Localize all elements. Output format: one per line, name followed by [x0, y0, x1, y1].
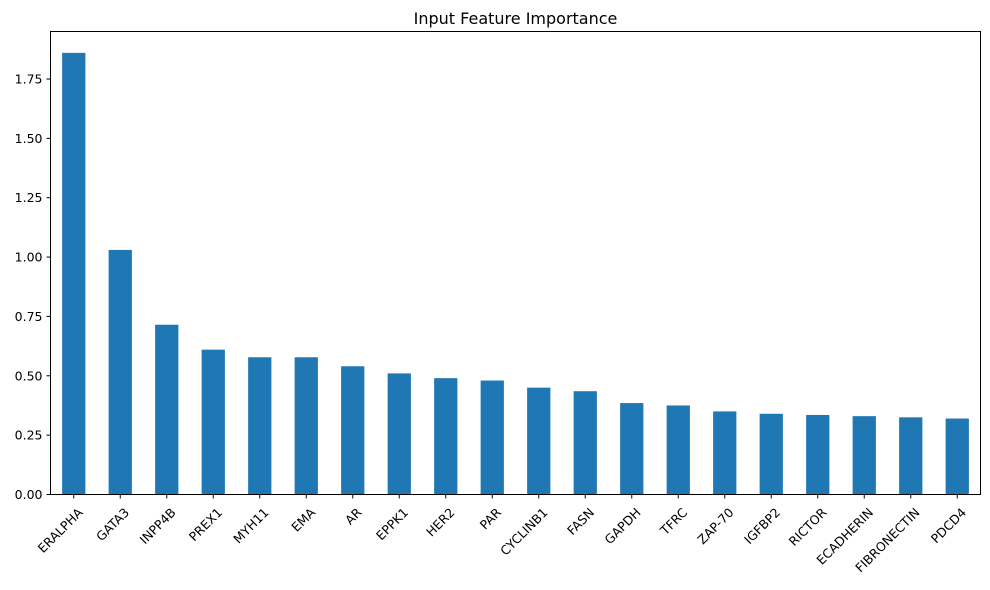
bar-ar: [341, 366, 365, 495]
x-axis: ERALPHA GATA3 INPP4B PREX1 MYH11 EMA AR EPPK1 HE…: [35, 494, 969, 575]
chart-title: Input Feature Importance: [414, 9, 618, 28]
x-tick-label: GAPDH: [601, 505, 643, 547]
bar-cyclinb1: [527, 387, 551, 495]
bar-ecadherin: [852, 416, 876, 495]
bar-inpp4b: [155, 324, 179, 495]
bar-eralpha: [62, 52, 86, 495]
x-tick-label: FASN: [564, 505, 597, 538]
bar-eppk1: [387, 373, 411, 495]
bar-her2: [434, 378, 458, 495]
bar-igfbp2: [759, 413, 783, 495]
bar-gata3: [108, 249, 132, 495]
bar-pdcd4: [945, 418, 969, 495]
x-tick-label: MYH11: [230, 505, 272, 547]
x-tick-label: TFRC: [656, 505, 690, 539]
bar-tfrc: [666, 405, 690, 495]
y-tick-label: 1.75: [15, 71, 43, 86]
bar-par: [480, 380, 504, 495]
y-tick-label: 0.00: [15, 487, 43, 502]
y-tick-label: 1.25: [15, 190, 43, 205]
y-axis: 0.00 0.25 0.50 0.75 1.00 1.25 1.50 1.75: [15, 71, 51, 502]
x-tick-label: ERALPHA: [35, 504, 86, 555]
y-tick-label: 0.50: [15, 368, 43, 383]
x-tick-label: PDCD4: [928, 505, 969, 546]
y-tick-label: 1.50: [15, 131, 43, 146]
bar-rictor: [806, 414, 830, 495]
bar-zap-70: [713, 411, 737, 495]
bars-layer: [62, 52, 969, 495]
x-tick-label: PAR: [477, 505, 505, 533]
y-tick-label: 1.00: [15, 250, 43, 265]
x-tick-label: HER2: [423, 505, 458, 540]
bar-fasn: [573, 391, 597, 495]
x-tick-label: EMA: [288, 504, 318, 534]
bar-fibronectin: [899, 417, 923, 495]
x-tick-label: INPP4B: [136, 505, 178, 547]
bar-ema: [294, 357, 318, 495]
x-tick-label: IGFBP2: [741, 505, 783, 547]
x-tick-label: PREX1: [186, 505, 225, 544]
y-tick-label: 0.75: [15, 309, 43, 324]
bar-gapdh: [620, 403, 644, 495]
bar-myh11: [248, 357, 272, 495]
x-tick-label: GATA3: [93, 505, 132, 544]
x-tick-label: CYCLINB1: [497, 505, 551, 559]
axes-frame: [50, 31, 981, 495]
x-tick-label: EPPK1: [373, 505, 411, 543]
x-tick-label: RICTOR: [786, 505, 830, 549]
x-tick-label: AR: [342, 505, 365, 528]
y-tick-label: 0.25: [15, 428, 43, 443]
bar-prex1: [201, 349, 225, 495]
x-tick-label: ZAP-70: [694, 505, 736, 547]
